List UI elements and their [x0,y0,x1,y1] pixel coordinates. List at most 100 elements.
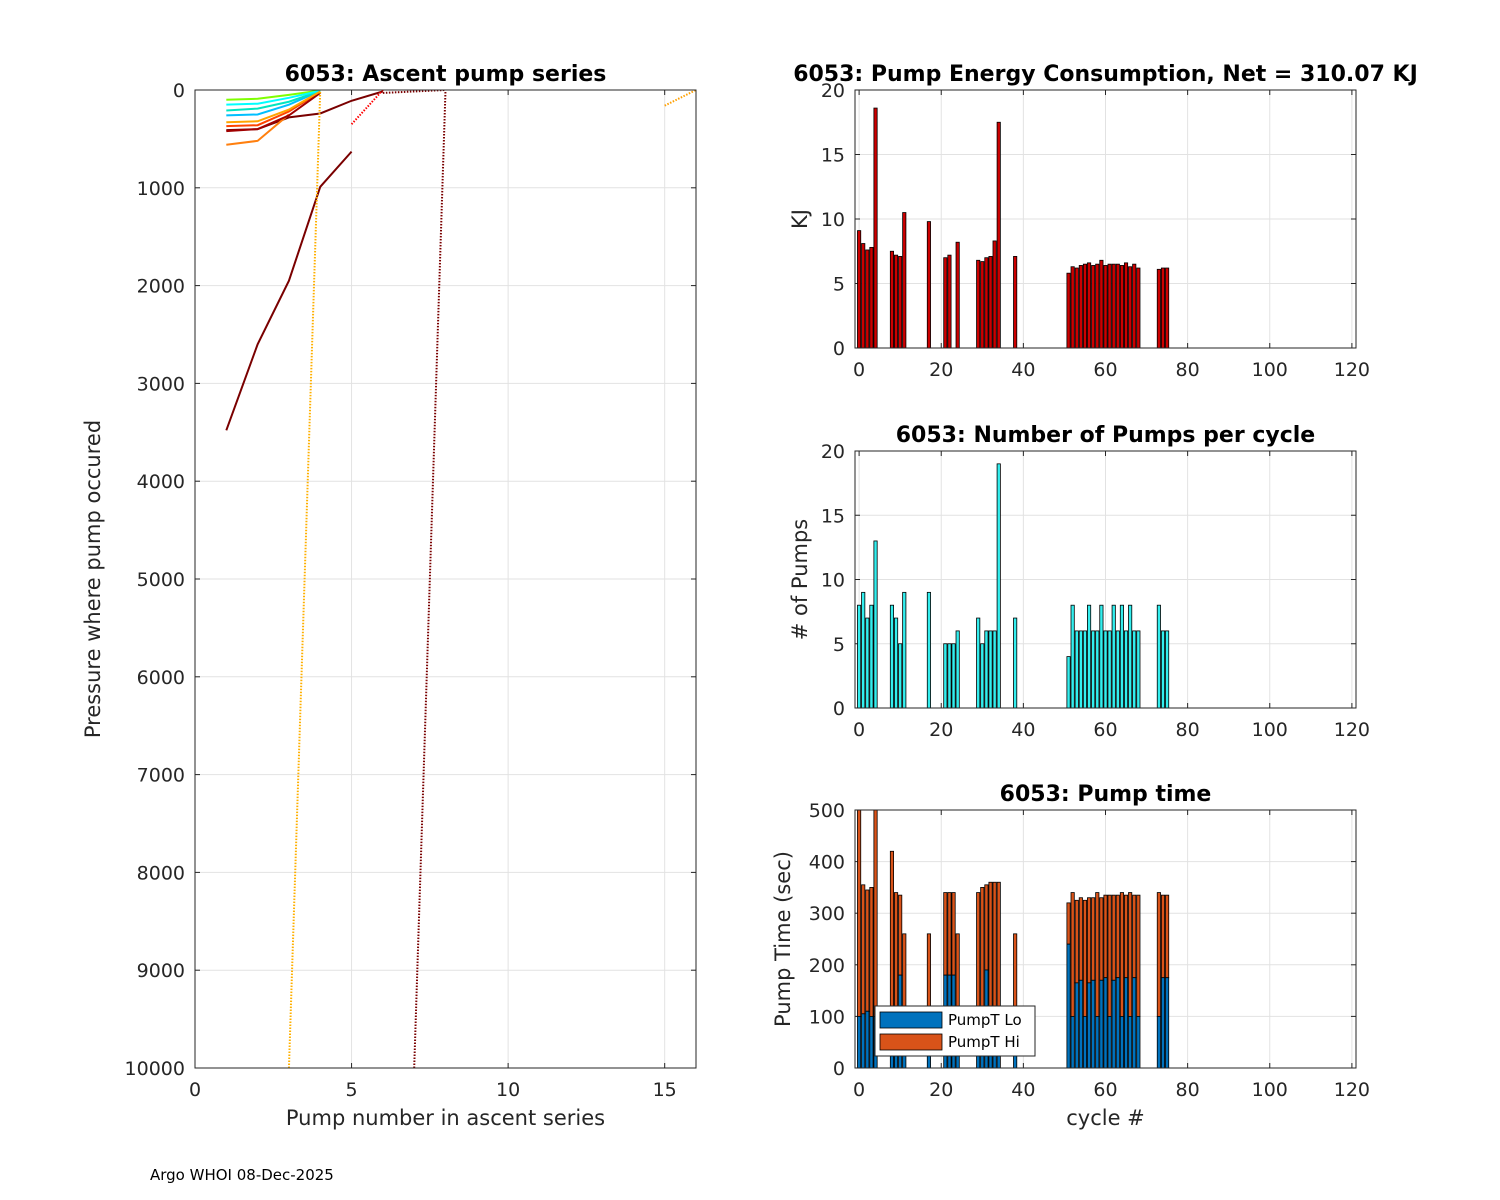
bar [1132,630,1137,709]
bar-pumpt-hi [976,892,981,1017]
bar [1107,630,1112,709]
bar [1091,630,1096,709]
y-tick-label: 20 [821,441,845,463]
bar-pumpt-lo [1070,1016,1075,1069]
bar-pumpt-lo [1103,977,1108,1069]
y-tick-label: 0 [833,698,845,720]
y-tick-label: 300 [809,903,845,925]
bar [988,630,993,709]
bar [861,591,866,709]
bar [1156,268,1161,349]
series-line [226,92,321,133]
bar-pumpt-lo [1119,1016,1124,1069]
series-line [226,90,321,106]
bar [1070,266,1075,349]
bar [1160,267,1166,349]
series-line [226,90,321,117]
y-tick-label: 5 [833,634,845,656]
y-axis-label: KJ [788,209,812,229]
bar [894,254,899,349]
bar [1136,630,1141,709]
bar-pumpt-lo [1107,1016,1112,1069]
bar-pumpt-hi [894,892,899,1017]
bar-pumpt-hi [1128,892,1133,1017]
bar-pumpt-hi [992,881,997,1017]
y-tick-label: 20 [821,80,845,102]
y-tick-label: 6000 [137,667,185,689]
axes-box [194,89,697,1069]
axes-pumptime: 0 20 40 60 80 100 120 0 100 200 300 400 500 6053: Pum… [771,782,1370,1130]
axes-pumps: 0 20 40 60 80 100 120 0 5 10 15 20 6053: Number of P… [788,423,1370,741]
axes-box [854,89,1357,349]
y-tick-label: 15 [821,145,845,167]
x-tick-label: 100 [1252,719,1288,741]
y-tick-label: 400 [809,852,845,874]
x-tick-label: 15 [653,1079,677,1101]
bar-pumpt-hi [869,887,874,1017]
chart-title: 6053: Number of Pumps per cycle [896,423,1315,448]
chart-title: 6053: Pump time [1000,782,1212,807]
x-tick-label: 120 [1334,1079,1370,1101]
x-tick-label: 20 [929,719,953,741]
bar [1074,630,1079,709]
bar-pumpt-hi [988,881,993,1017]
y-tick-label: 8000 [137,862,185,884]
bar-pumpt-lo [1074,982,1079,1069]
bar [1123,262,1129,349]
bar [992,240,997,349]
x-tick-label: 40 [1011,1079,1035,1101]
bar [947,643,952,709]
bar [1128,604,1133,709]
x-tick-label: 100 [1252,1079,1288,1101]
bar [1078,265,1083,349]
bar [955,630,960,709]
bar [1095,630,1100,709]
x-tick-label: 60 [1093,1079,1117,1101]
bar-pumpt-hi [1078,897,1083,981]
axes-box [854,809,1357,1069]
series-line [226,113,290,146]
bar [1119,265,1124,349]
legend-swatch-hi [879,1033,943,1051]
bar [1103,630,1108,709]
bar [889,604,895,709]
y-tick-label: 5000 [137,569,185,591]
series-line [287,90,322,1068]
bar-pumpt-hi [902,933,907,1017]
bar-pumpt-hi [1165,894,1170,979]
bar-pumpt-lo [865,1010,870,1069]
series-line [226,91,321,128]
bar [926,591,931,709]
x-tick-label: 20 [929,359,953,381]
y-tick-label: 5 [833,274,845,296]
y-tick-label: 200 [809,955,845,977]
series-line [226,90,321,124]
y-tick-label: 1000 [137,178,185,200]
x-tick-label: 60 [1093,359,1117,381]
bar [1099,259,1104,349]
bar [1082,263,1088,349]
bar [869,604,874,709]
bar [926,221,931,349]
bar-pumpt-lo [1111,979,1116,1069]
chart-title: 6053: Ascent pump series [285,62,607,87]
bar [943,257,948,349]
bar-pumpt-lo [1128,1016,1133,1069]
bar-pumpt-lo [857,1016,862,1069]
y-axis-label: Pressure where pump occured [81,420,105,738]
y-tick-label: 0 [833,1058,845,1080]
bar [996,121,1001,349]
y-tick-label: 100 [809,1006,845,1028]
bar [1013,617,1018,709]
bar-pumpt-hi [943,892,948,976]
y-axis-label: Pump Time (sec) [771,851,795,1027]
bar [857,604,862,709]
y-tick-label: 2000 [137,276,185,298]
bar [1165,267,1170,349]
bar [894,617,899,709]
y-tick-label: 15 [821,505,845,527]
x-tick-label: 80 [1176,719,1200,741]
bar-pumpt-lo [1087,982,1092,1069]
x-tick-label: 40 [1011,359,1035,381]
